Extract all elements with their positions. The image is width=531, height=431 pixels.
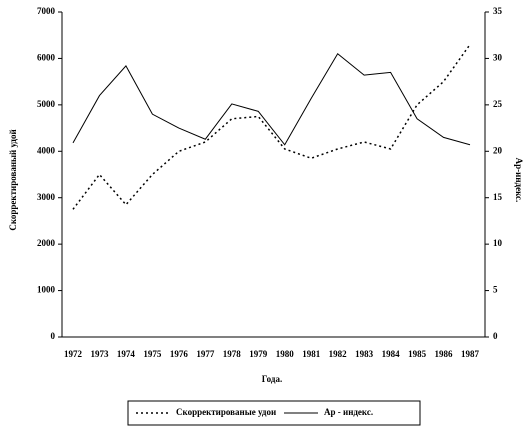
y2-tick-label: 5	[493, 285, 498, 295]
legend-label: Ар - индекс.	[324, 407, 373, 417]
x-tick-label: 1977	[196, 349, 215, 359]
x-axis-label: Года.	[262, 374, 282, 384]
y-axis-label: Скорректированый удой	[8, 129, 18, 230]
line-series	[72, 44, 471, 210]
y-tick-label: 7000	[37, 6, 56, 16]
y2-tick-label: 10	[493, 238, 503, 248]
x-tick-label: 1979	[249, 349, 268, 359]
x-tick-label: 1978	[223, 349, 242, 359]
x-tick-label: 1987	[461, 349, 480, 359]
legend-box	[127, 400, 421, 426]
x-tick-label: 1981	[302, 349, 321, 359]
y2-tick-label: 20	[493, 145, 503, 155]
y2-axis-label: Ар-индекс.	[514, 158, 524, 203]
y2-tick-label: 25	[493, 99, 503, 109]
x-tick-label: 1972	[64, 349, 83, 359]
x-tick-label: 1975	[143, 349, 162, 359]
y2-tick-label: 0	[493, 331, 498, 341]
x-tick-label: 1984	[382, 349, 401, 359]
y-tick-label: 1000	[37, 285, 56, 295]
y2-tick-label: 35	[493, 6, 503, 16]
y2-tick-label: 15	[493, 192, 503, 202]
x-tick-label: 1976	[170, 349, 189, 359]
x-tick-label: 1986	[435, 349, 454, 359]
x-tick-label: 1983	[355, 349, 374, 359]
y-tick-label: 4000	[37, 145, 56, 155]
y-tick-label: 3000	[37, 192, 56, 202]
y-tick-label: 2000	[37, 238, 56, 248]
x-tick-label: 1973	[90, 349, 109, 359]
x-tick-label: 1974	[117, 349, 136, 359]
y-tick-label: 6000	[37, 52, 56, 62]
x-tick-label: 1980	[276, 349, 295, 359]
y2-tick-label: 30	[493, 52, 503, 62]
x-tick-label: 1985	[408, 349, 427, 359]
y-tick-label: 0	[51, 331, 56, 341]
line-series	[72, 53, 471, 146]
legend-label: Скорректированые удои	[176, 407, 276, 417]
y-tick-label: 5000	[37, 99, 56, 109]
x-tick-label: 1982	[329, 349, 348, 359]
